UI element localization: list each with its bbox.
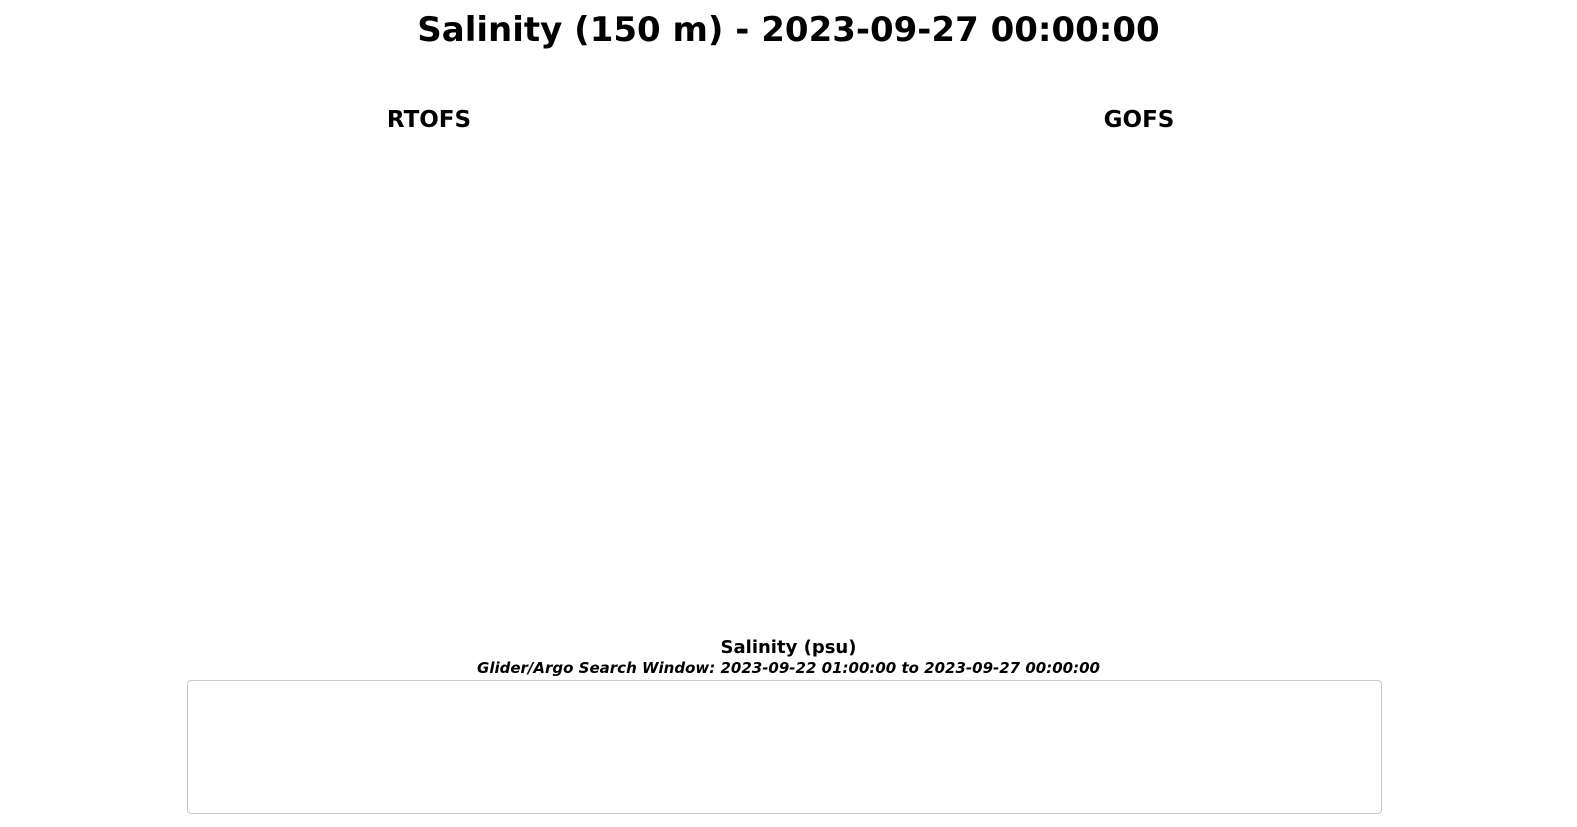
colorbar-label: Salinity (psu) <box>720 637 857 658</box>
panel-title-gofs: GOFS <box>1103 107 1175 133</box>
legend <box>187 680 1382 814</box>
figure-title: Salinity (150 m) - 2023-09-27 00:00:00 <box>417 10 1160 50</box>
search-window-subtitle: Glider/Argo Search Window: 2023-09-22 01… <box>477 659 1100 677</box>
colorbar <box>116 581 1476 611</box>
map-panel-rtofs <box>88 143 770 525</box>
panel-title-rtofs: RTOFS <box>386 107 472 133</box>
map-panel-gofs <box>798 143 1480 525</box>
